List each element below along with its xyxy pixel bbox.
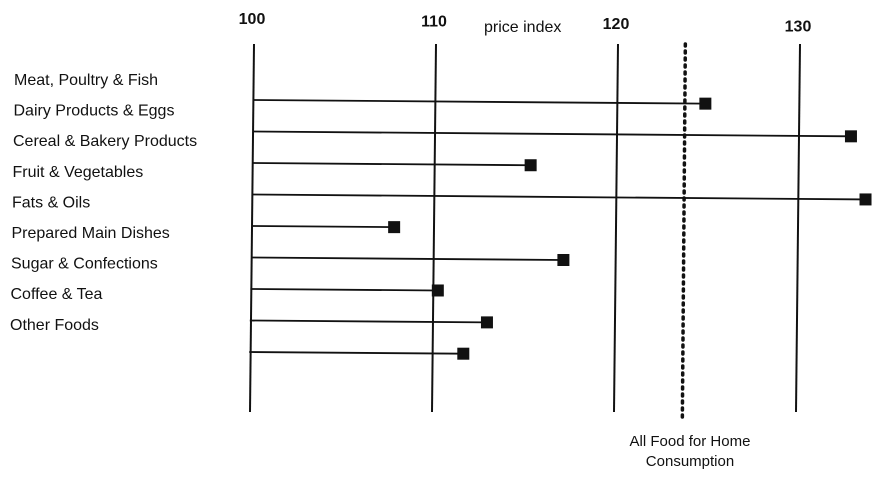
- tick-label-110: 110: [421, 14, 447, 31]
- tick-line-120: [613, 43, 619, 413]
- bar-marker: [844, 130, 857, 143]
- category-label: Other Foods: [10, 317, 99, 334]
- bar-marker: [388, 221, 401, 234]
- bar-marker: [480, 316, 493, 329]
- bar-line: [250, 256, 564, 261]
- tick-label-100: 100: [239, 11, 266, 28]
- category-label: Cereal & Bakery Products: [13, 133, 197, 150]
- tick-line-100: [249, 43, 255, 413]
- category-label: Sugar & Confections: [11, 256, 158, 273]
- tick-labels: 100 110 120 130: [239, 11, 812, 36]
- reference-label-line: All Food for Home: [630, 433, 751, 450]
- axis-title: price index: [484, 19, 561, 36]
- reference-line-group: All Food for Home Consumption: [630, 42, 751, 470]
- bar-line: [252, 162, 531, 167]
- category-label: Dairy Products & Eggs: [14, 103, 175, 120]
- category-label: Coffee & Tea: [11, 286, 103, 303]
- bar-marker: [859, 193, 872, 206]
- bar-marker: [699, 97, 712, 110]
- bar-line: [253, 130, 851, 138]
- category-label: Prepared Main Dishes: [12, 225, 170, 242]
- tick-line-110: [431, 43, 437, 413]
- tick-label-130: 130: [785, 19, 812, 36]
- category-labels: Meat, Poultry & Fish Dairy Products & Egg…: [10, 72, 197, 334]
- bar-line: [252, 193, 866, 201]
- bar-marker: [557, 253, 570, 266]
- bar-marker: [431, 284, 444, 297]
- bar-line: [250, 288, 438, 292]
- bars: [249, 97, 872, 360]
- bar-marker: [457, 347, 470, 360]
- tick-lines: [249, 43, 801, 413]
- tick-line-130: [795, 43, 801, 413]
- tick-label-120: 120: [603, 16, 630, 33]
- bar-line: [253, 99, 706, 105]
- category-label: Fats & Oils: [12, 194, 90, 211]
- category-label: Fruit & Vegetables: [13, 164, 144, 181]
- category-label: Meat, Poultry & Fish: [14, 72, 158, 89]
- bar-line: [251, 225, 395, 229]
- reference-label-line: Consumption: [646, 453, 734, 470]
- bar-line: [249, 351, 464, 355]
- reference-line: [680, 42, 688, 422]
- bar-marker: [524, 159, 537, 172]
- bar-line: [249, 319, 487, 324]
